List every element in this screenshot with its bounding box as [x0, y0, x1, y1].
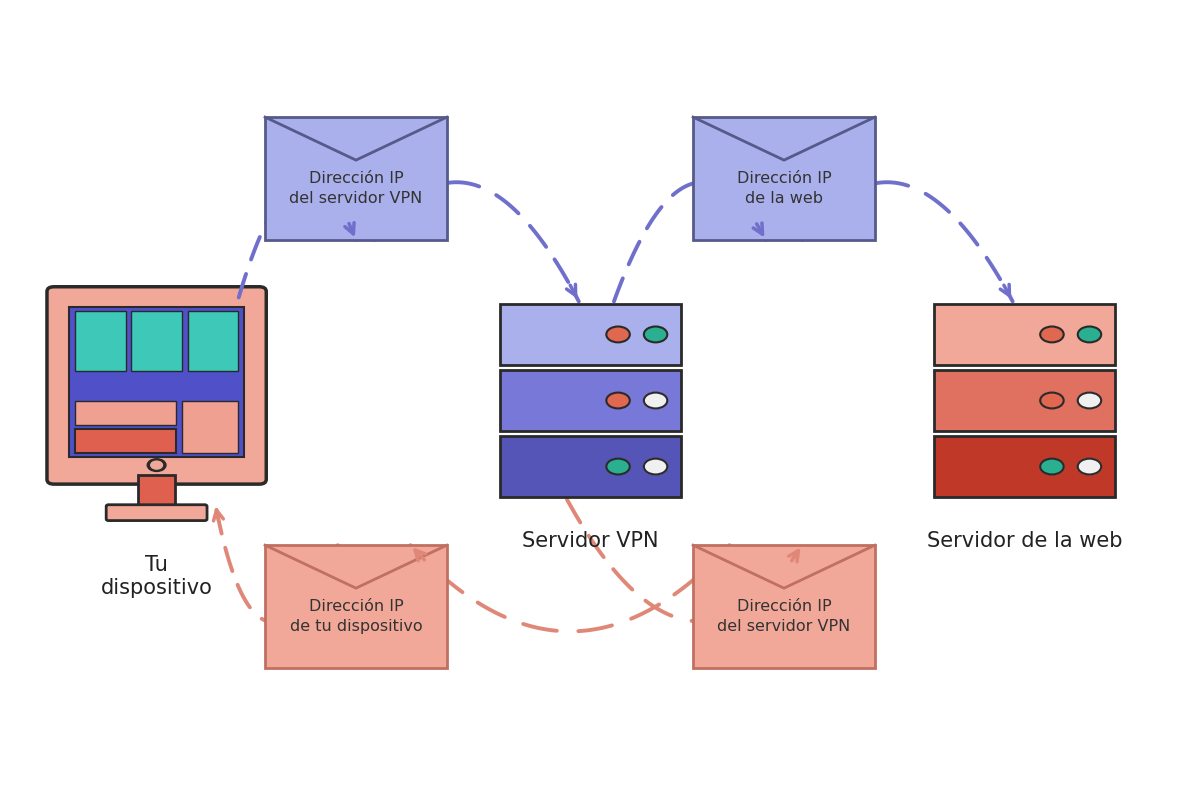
- Circle shape: [1078, 459, 1101, 474]
- FancyBboxPatch shape: [500, 370, 681, 431]
- Circle shape: [1078, 327, 1101, 342]
- Circle shape: [1040, 459, 1064, 474]
- FancyBboxPatch shape: [182, 401, 239, 453]
- FancyBboxPatch shape: [933, 436, 1115, 497]
- FancyBboxPatch shape: [693, 117, 875, 240]
- FancyBboxPatch shape: [933, 370, 1115, 431]
- Circle shape: [151, 461, 163, 469]
- Circle shape: [644, 459, 667, 474]
- FancyBboxPatch shape: [76, 401, 176, 425]
- FancyBboxPatch shape: [76, 312, 125, 371]
- FancyBboxPatch shape: [693, 545, 875, 668]
- FancyBboxPatch shape: [188, 312, 239, 371]
- Text: Dirección IP
del servidor VPN: Dirección IP del servidor VPN: [717, 599, 850, 634]
- Text: Servidor VPN: Servidor VPN: [522, 531, 659, 551]
- Circle shape: [1040, 392, 1064, 409]
- Text: Tu
dispositivo: Tu dispositivo: [100, 555, 213, 598]
- Text: Servidor de la web: Servidor de la web: [927, 531, 1122, 551]
- FancyBboxPatch shape: [138, 475, 175, 508]
- Circle shape: [606, 327, 629, 342]
- FancyBboxPatch shape: [106, 505, 207, 521]
- Text: Dirección IP
de tu dispositivo: Dirección IP de tu dispositivo: [289, 599, 423, 634]
- FancyBboxPatch shape: [500, 304, 681, 365]
- Circle shape: [644, 392, 667, 409]
- FancyBboxPatch shape: [933, 304, 1115, 365]
- FancyBboxPatch shape: [265, 545, 446, 668]
- Circle shape: [1040, 327, 1064, 342]
- Circle shape: [1078, 392, 1101, 409]
- Circle shape: [606, 392, 629, 409]
- FancyBboxPatch shape: [265, 117, 446, 240]
- Text: Dirección IP
del servidor VPN: Dirección IP del servidor VPN: [289, 171, 423, 206]
- Circle shape: [606, 459, 629, 474]
- Text: Dirección IP
de la web: Dirección IP de la web: [737, 171, 831, 206]
- FancyBboxPatch shape: [47, 287, 266, 484]
- Circle shape: [148, 459, 167, 472]
- Circle shape: [644, 327, 667, 342]
- FancyBboxPatch shape: [76, 429, 176, 453]
- FancyBboxPatch shape: [131, 312, 182, 371]
- FancyBboxPatch shape: [500, 436, 681, 497]
- FancyBboxPatch shape: [70, 308, 244, 457]
